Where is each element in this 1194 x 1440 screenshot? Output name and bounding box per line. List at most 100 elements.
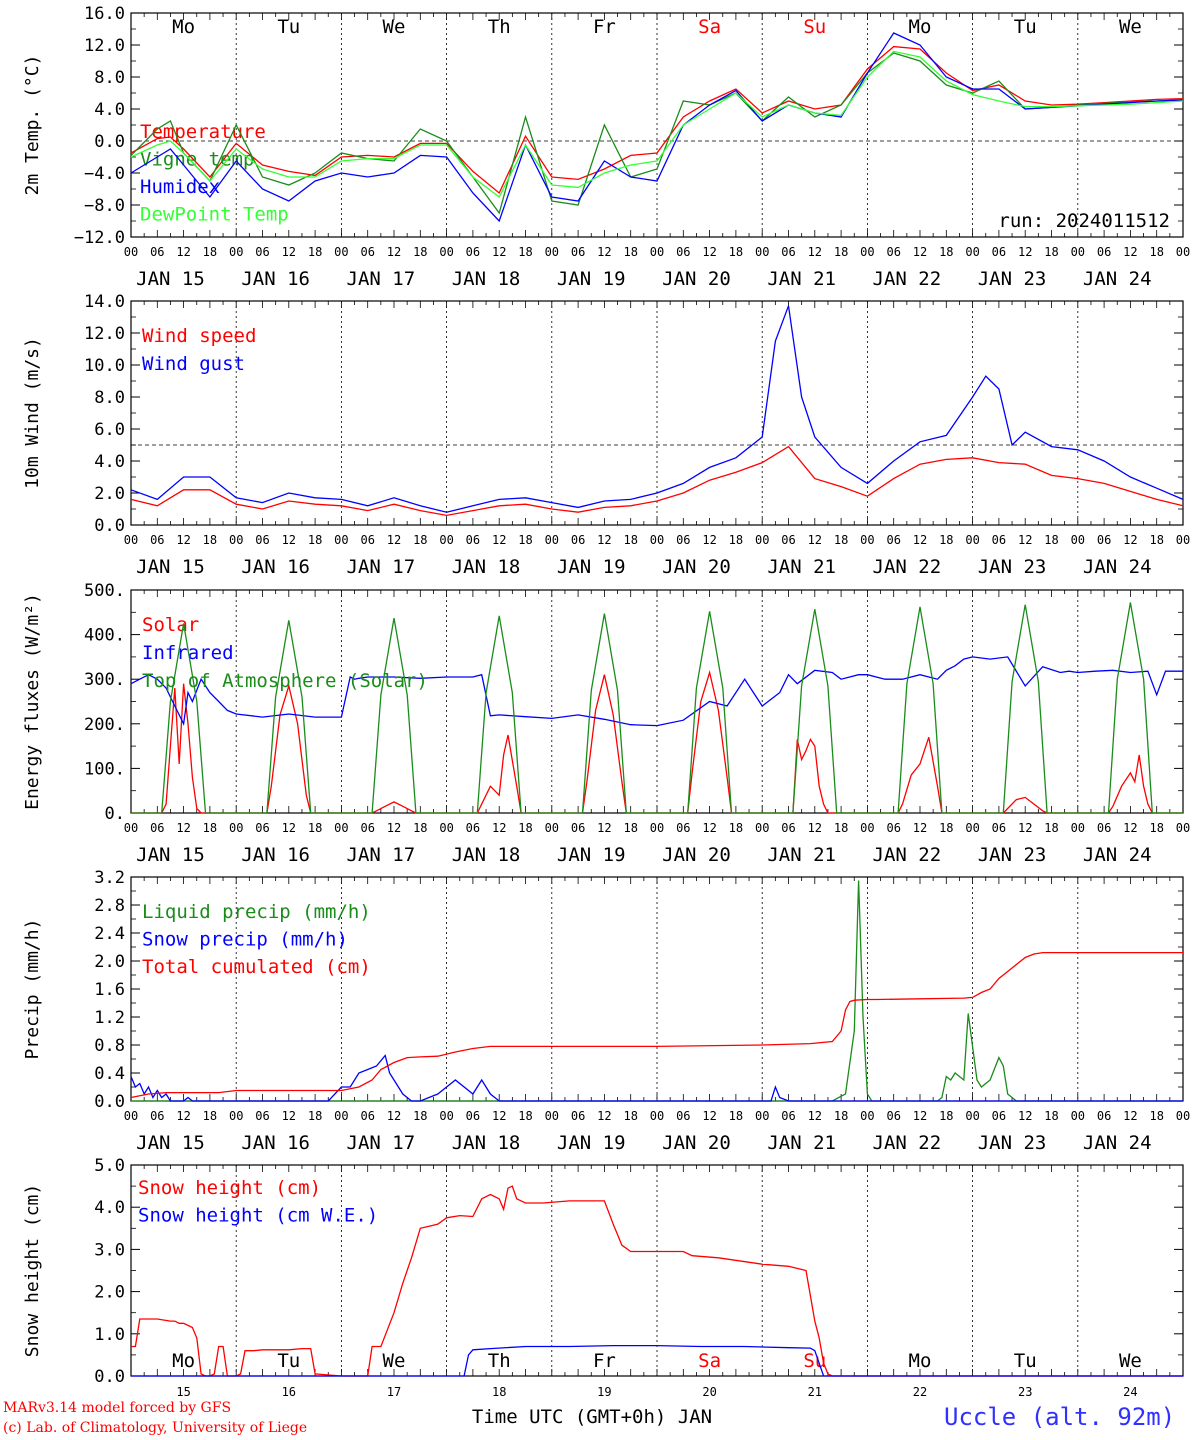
hour-tick-label: 00 <box>1071 1109 1085 1123</box>
hour-tick-label: 00 <box>229 821 243 835</box>
date-label: JAN 19 <box>557 844 626 866</box>
date-label: JAN 23 <box>978 1132 1047 1154</box>
y-axis-label: Precip (mm/h) <box>22 919 43 1060</box>
day-number-label: 17 <box>387 1385 401 1399</box>
y-tick-label: 2.0 <box>94 952 125 972</box>
hour-tick-label: 12 <box>176 821 190 835</box>
date-label: JAN 18 <box>452 268 521 290</box>
weekday-label: Fr <box>593 1350 616 1372</box>
hour-tick-label: 18 <box>623 1109 637 1123</box>
hour-tick-label: 18 <box>308 245 322 259</box>
legend-entry: Humidex <box>140 176 220 198</box>
hour-tick-label: 00 <box>439 245 453 259</box>
hour-tick-label: 00 <box>229 533 243 547</box>
y-axis-label: 10m Wind (m/s) <box>22 337 43 489</box>
hour-tick-label: 06 <box>781 821 795 835</box>
date-label: JAN 21 <box>767 556 836 578</box>
hour-tick-label: 12 <box>913 245 927 259</box>
hour-tick-label: 18 <box>939 245 953 259</box>
hour-tick-label: 00 <box>860 1109 874 1123</box>
hour-tick-label: 12 <box>808 533 822 547</box>
hour-tick-label: 18 <box>729 1109 743 1123</box>
hour-tick-label: 00 <box>124 1109 138 1123</box>
date-label: JAN 21 <box>767 268 836 290</box>
hour-tick-label: 12 <box>282 245 296 259</box>
hour-tick-label: 00 <box>334 821 348 835</box>
y-tick-label: 500. <box>84 581 125 601</box>
hour-tick-label: 00 <box>124 245 138 259</box>
hour-tick-label: 18 <box>203 245 217 259</box>
date-label: JAN 16 <box>241 844 310 866</box>
hour-tick-label: 12 <box>387 1109 401 1123</box>
date-label: JAN 22 <box>873 844 942 866</box>
hour-tick-label: 00 <box>124 533 138 547</box>
hour-tick-label: 12 <box>1018 245 1032 259</box>
hour-tick-label: 12 <box>176 1109 190 1123</box>
weekday-label: We <box>383 1350 406 1372</box>
model-credit-line: MARv3.14 model forced by GFS <box>3 1400 232 1416</box>
date-label: JAN 23 <box>978 844 1047 866</box>
date-label: JAN 21 <box>767 844 836 866</box>
hour-tick-label: 12 <box>913 533 927 547</box>
y-tick-label: 4.0 <box>94 452 125 472</box>
weekday-label: We <box>1119 16 1142 38</box>
date-label: JAN 15 <box>136 844 205 866</box>
y-tick-label: 1.2 <box>94 1008 125 1028</box>
y-tick-label: 1.6 <box>94 980 125 1000</box>
y-tick-label: 4.0 <box>94 1198 125 1218</box>
hour-tick-label: 06 <box>255 1109 269 1123</box>
hour-tick-label: 00 <box>755 821 769 835</box>
day-number-label: 22 <box>913 1385 927 1399</box>
date-label: JAN 17 <box>347 268 416 290</box>
y-tick-label: 3.0 <box>94 1240 125 1260</box>
hour-tick-label: 12 <box>913 1109 927 1123</box>
y-tick-label: 0.0 <box>94 1367 125 1387</box>
hour-tick-label: 06 <box>466 245 480 259</box>
hour-tick-label: 12 <box>282 533 296 547</box>
date-label: JAN 16 <box>241 268 310 290</box>
hour-tick-label: 00 <box>860 245 874 259</box>
hour-tick-label: 06 <box>886 1109 900 1123</box>
hour-tick-label: 18 <box>1149 821 1163 835</box>
series-line-top-of-atmosphere-solar- <box>131 602 1183 814</box>
date-label: JAN 18 <box>452 1132 521 1154</box>
hour-tick-label: 06 <box>676 1109 690 1123</box>
legend-entry: Solar <box>142 614 199 636</box>
run-annotation: run: 2024011512 <box>998 210 1170 232</box>
hour-tick-label: 00 <box>755 245 769 259</box>
hour-tick-label: 06 <box>781 533 795 547</box>
legend-entry: Temperature <box>140 121 266 143</box>
weekday-label: Tu <box>1014 1350 1037 1372</box>
y-tick-label: 6.0 <box>94 420 125 440</box>
hour-tick-label: 00 <box>650 821 664 835</box>
hour-tick-label: 06 <box>150 821 164 835</box>
weekday-label: Mo <box>172 1350 195 1372</box>
date-label: JAN 19 <box>557 268 626 290</box>
hour-tick-label: 18 <box>729 821 743 835</box>
hour-tick-label: 06 <box>676 821 690 835</box>
date-label: JAN 23 <box>978 556 1047 578</box>
date-label: JAN 20 <box>662 1132 731 1154</box>
series-line-vigne-temp <box>130 52 1184 215</box>
hour-tick-label: 06 <box>571 533 585 547</box>
legend-entry: Snow height (cm W.E.) <box>138 1205 378 1227</box>
hour-tick-label: 06 <box>676 245 690 259</box>
date-label: JAN 22 <box>873 268 942 290</box>
hour-tick-label: 00 <box>439 533 453 547</box>
y-tick-label: 4.0 <box>94 100 125 120</box>
date-label: JAN 17 <box>347 844 416 866</box>
y-axis-label: 2m Temp. (°C) <box>22 55 43 196</box>
hour-tick-label: 06 <box>992 1109 1006 1123</box>
hour-tick-label: 06 <box>886 245 900 259</box>
date-label: JAN 15 <box>136 1132 205 1154</box>
y-tick-label: 10.0 <box>84 356 125 376</box>
hour-tick-label: 12 <box>282 1109 296 1123</box>
hour-tick-label: 12 <box>913 821 927 835</box>
hour-tick-label: 18 <box>1044 245 1058 259</box>
hour-tick-label: 06 <box>1097 821 1111 835</box>
hour-tick-label: 12 <box>702 1109 716 1123</box>
hour-tick-label: 12 <box>492 821 506 835</box>
hour-tick-label: 12 <box>1123 245 1137 259</box>
weekday-label: Th <box>488 1350 511 1372</box>
hour-tick-label: 12 <box>492 1109 506 1123</box>
